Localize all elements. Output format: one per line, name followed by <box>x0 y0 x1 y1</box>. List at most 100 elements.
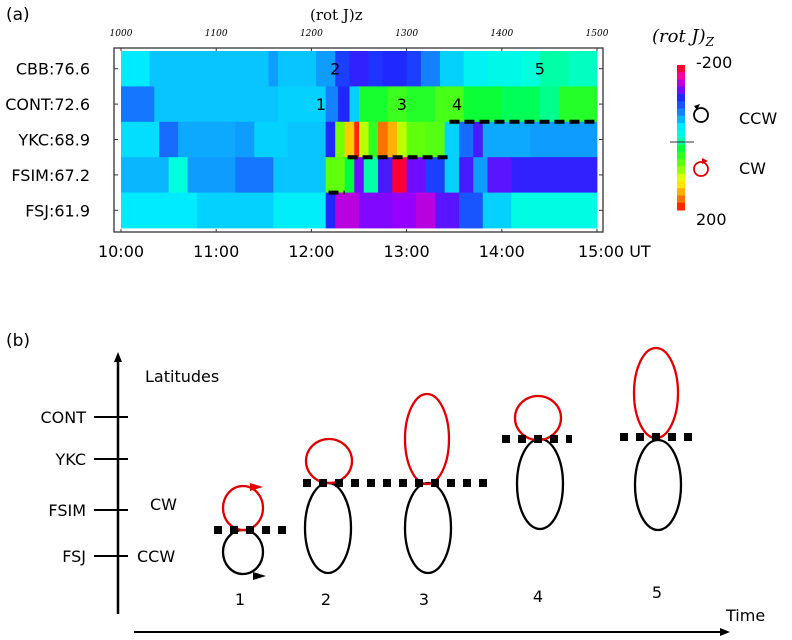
heatmap-cell <box>359 192 393 229</box>
heatmap-cell <box>487 157 512 193</box>
heatmap-cell <box>335 51 350 87</box>
top-tick-label: 1500 <box>586 29 609 39</box>
heatmap-annotations: 12 3 4 5 <box>316 60 545 114</box>
latitude-tick-label: YKC <box>54 450 86 469</box>
colorbar-segment <box>677 123 685 131</box>
ccw-vortex <box>515 437 565 531</box>
cw-vortex <box>632 346 680 440</box>
heatmap-cell <box>406 121 427 158</box>
heatmap-cell <box>235 121 255 158</box>
heatmap-cell <box>568 121 598 158</box>
latitude-ticks: CONT YKC FSIM FSJ <box>40 408 128 566</box>
colorbar-title-sub: Z <box>705 35 715 49</box>
bottom-tick-label: 10:00 <box>98 242 144 261</box>
heatmap-cell <box>235 157 274 193</box>
heatmap-cell <box>416 192 436 229</box>
colorbar-segment <box>677 181 685 189</box>
heatmap-cell <box>435 86 465 123</box>
row-label: CBB:76.6 <box>16 60 90 79</box>
heatmap-cell <box>420 51 441 87</box>
heatmap-cell <box>354 121 360 158</box>
heatmap-cell <box>520 51 541 87</box>
colorbar-segment <box>677 130 685 138</box>
heatmap-cell <box>392 192 417 229</box>
stage-label: 1 <box>235 590 245 609</box>
stage-label: 2 <box>321 590 331 609</box>
stage-label: 4 <box>533 587 543 606</box>
heatmap-cell <box>368 121 379 158</box>
heatmap-cell <box>121 86 155 123</box>
heatmap-cell <box>254 121 288 158</box>
bottom-tick-label: 15:00 UT <box>578 242 651 261</box>
heatmap-cell <box>159 121 179 158</box>
vortex-stage: 3 <box>403 392 453 609</box>
ccw-side-label: CCW <box>137 547 175 566</box>
latitude-axis <box>114 352 122 614</box>
heatmap-cell <box>511 192 598 229</box>
colorbar-segment <box>677 188 685 196</box>
heatmap-cell <box>444 157 460 193</box>
heatmap-cell <box>482 121 531 158</box>
heatmap-cell <box>325 121 336 158</box>
heatmap-cells <box>121 51 598 229</box>
heatmap-cell <box>335 121 346 158</box>
top-tick-label: 1200 <box>300 29 323 39</box>
ccw-rotation-icon <box>693 104 709 123</box>
boundary-lines <box>328 119 597 195</box>
bottom-tick-label: 11:00 <box>193 242 239 261</box>
heatmap-cell <box>149 51 269 87</box>
colorbar-segment <box>677 94 685 102</box>
top-tick-label: 1100 <box>205 29 228 39</box>
heatmap-cell <box>387 121 398 158</box>
heatmap-cell <box>349 51 369 87</box>
ccw-arrow-icon <box>253 572 266 580</box>
row-label: FSJ:61.9 <box>25 201 90 220</box>
bottom-tick-label: 12:00 <box>288 242 334 261</box>
heatmap-cell <box>287 121 327 158</box>
stage-label: 3 <box>419 590 429 609</box>
heatmap-title: (rot J)z <box>310 6 363 24</box>
heatmap-cell <box>392 157 407 193</box>
heatmap-cell <box>197 192 274 229</box>
stage-number-annotation: 2 <box>330 60 340 79</box>
cw-vortex <box>403 392 451 486</box>
colorbar-segment <box>677 108 685 117</box>
time-axis <box>134 628 730 636</box>
bottom-tick-label: 14:00 <box>479 242 525 261</box>
heatmap-cell <box>473 121 484 158</box>
stage-number-annotation: 5 <box>535 60 545 79</box>
cw-vortex <box>513 394 563 442</box>
ccw-vortex <box>221 528 265 576</box>
colorbar-segment <box>677 173 685 182</box>
heatmap-cell <box>378 157 393 193</box>
cw-vortex <box>221 484 265 532</box>
heatmap-cell <box>278 86 327 123</box>
latitude-axis-arrow-icon <box>114 352 122 362</box>
heatmap-cell <box>487 51 522 87</box>
heatmap-cell <box>273 192 327 229</box>
heatmap-cell <box>316 51 336 87</box>
vortex-stage: 1 <box>214 483 288 609</box>
heatmap-cell <box>344 121 355 158</box>
heatmap-cell <box>458 157 474 193</box>
heatmap-cell <box>359 86 388 123</box>
colorbar-segment <box>677 101 685 109</box>
latitude-tick-label: CONT <box>40 408 86 427</box>
heatmap-cell <box>273 157 327 193</box>
heatmap-cell <box>458 192 484 229</box>
heatmap-cell <box>425 157 446 193</box>
time-axis-label: Time <box>725 606 765 625</box>
panel-b-label: (b) <box>6 331 30 351</box>
colorbar-max-label: 200 <box>696 210 727 229</box>
colorbar-segment <box>677 195 685 204</box>
heatmap-cell <box>121 121 160 158</box>
panel-a-label: (a) <box>6 5 30 25</box>
heatmap-frame <box>113 47 604 233</box>
heatmap-cell <box>473 157 488 193</box>
heatmap-cell <box>387 86 407 123</box>
cw-arrow-icon <box>250 483 263 491</box>
colorbar-title-main: (rot J) <box>652 26 706 47</box>
heatmap-cell <box>354 157 365 193</box>
bottom-tick-label: 13:00 <box>384 242 430 261</box>
cw-side-label: CW <box>150 495 177 514</box>
